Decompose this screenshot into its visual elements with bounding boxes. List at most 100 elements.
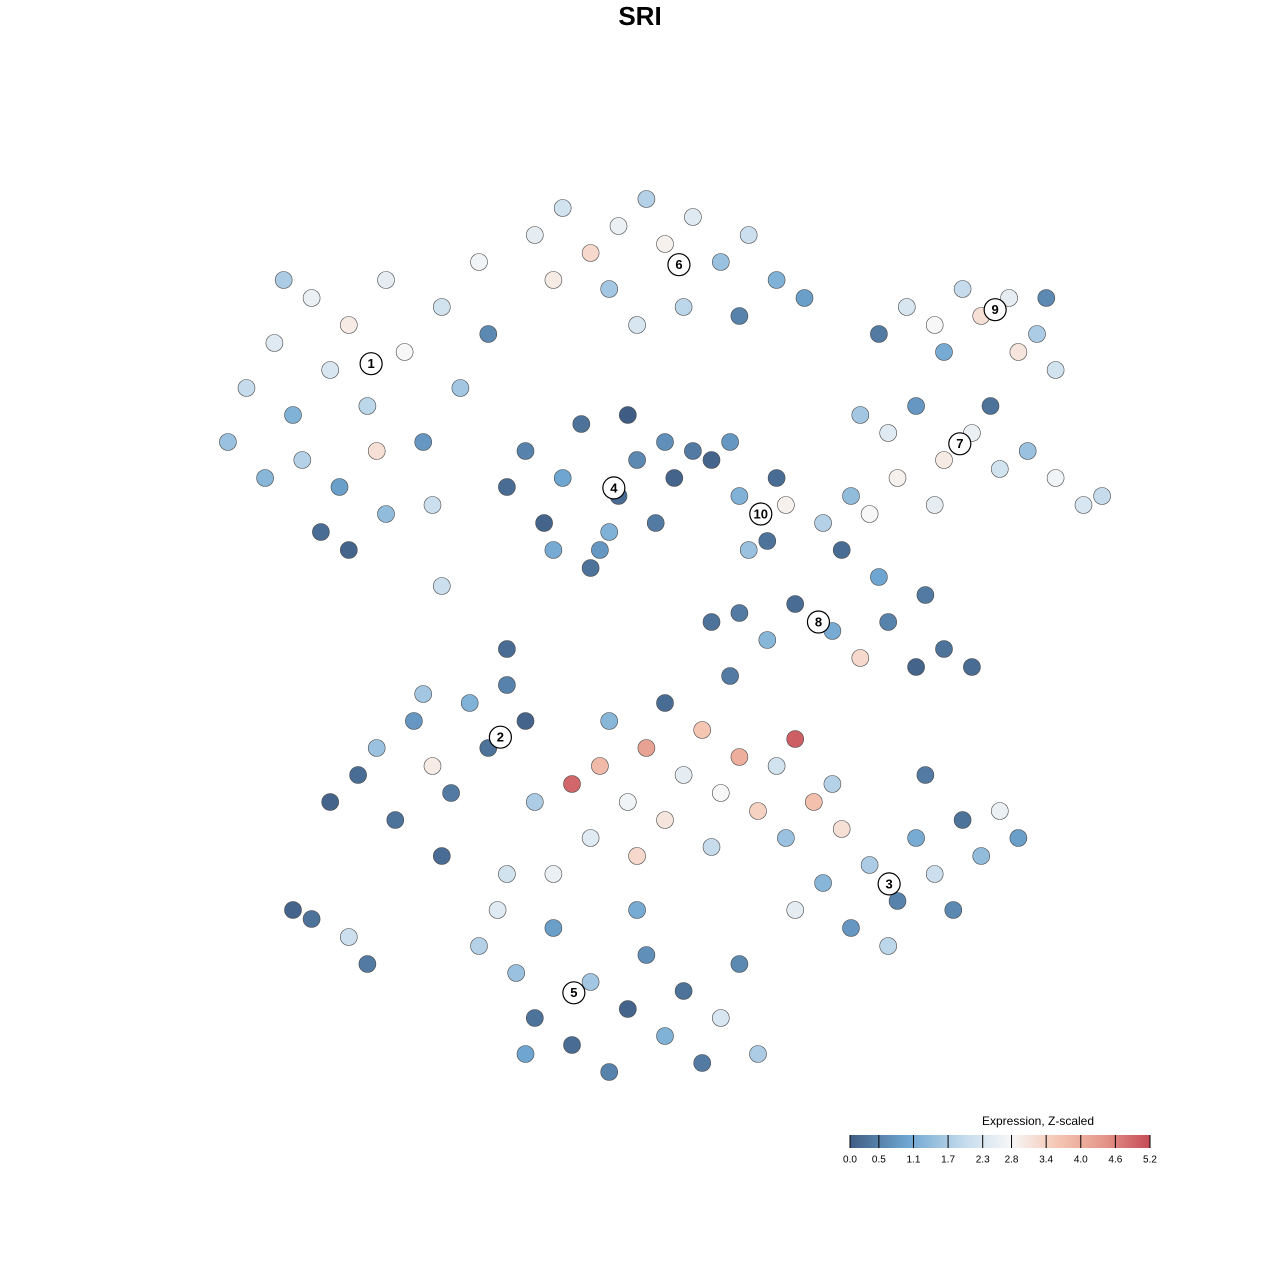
point — [795, 289, 814, 307]
colorbar-tick-label: 2.8 — [1005, 1155, 1019, 1166]
point — [730, 748, 749, 766]
point — [916, 766, 935, 784]
point — [916, 586, 935, 604]
point — [312, 523, 330, 541]
point — [674, 766, 693, 784]
point — [423, 496, 442, 514]
point — [525, 226, 544, 244]
point — [953, 280, 972, 298]
point — [553, 199, 572, 217]
cluster-badge — [602, 476, 626, 500]
point — [870, 568, 888, 586]
point — [944, 901, 963, 919]
point — [953, 811, 972, 829]
point — [721, 433, 739, 451]
point — [860, 505, 879, 523]
point — [1018, 442, 1037, 460]
point — [851, 406, 870, 424]
point — [879, 613, 898, 631]
point — [293, 451, 312, 469]
cluster-label: 7 — [956, 436, 963, 451]
point — [563, 775, 581, 793]
point — [758, 532, 777, 550]
point — [693, 1054, 712, 1072]
point — [739, 226, 758, 244]
colorbar-title: Expression, Z-scaled — [982, 1114, 1094, 1128]
point — [553, 469, 572, 487]
cluster-badge — [667, 253, 691, 277]
point — [758, 631, 777, 649]
point — [544, 541, 563, 559]
point — [628, 847, 646, 865]
point — [377, 271, 395, 289]
point — [665, 469, 684, 487]
point — [358, 955, 377, 973]
point — [674, 298, 693, 316]
point — [600, 712, 619, 730]
point — [656, 694, 674, 712]
point — [339, 541, 358, 559]
point — [581, 244, 600, 262]
point — [786, 595, 805, 613]
point — [823, 775, 842, 793]
point — [339, 928, 358, 946]
cluster-badge — [749, 502, 773, 526]
point — [544, 865, 563, 883]
point — [879, 424, 898, 442]
point — [339, 316, 358, 334]
point — [925, 865, 944, 883]
point — [1028, 325, 1046, 343]
cluster-badge — [359, 352, 383, 376]
point — [274, 271, 293, 289]
point — [842, 919, 860, 937]
cluster-label: 5 — [570, 985, 577, 1000]
point — [935, 451, 953, 469]
colorbar-tick-label: 4.0 — [1074, 1155, 1088, 1166]
point — [581, 973, 600, 991]
point — [432, 298, 451, 316]
point — [860, 856, 879, 874]
cluster-badge — [948, 432, 972, 456]
point — [516, 1045, 535, 1063]
point — [609, 217, 628, 235]
point — [1046, 469, 1065, 487]
point — [470, 253, 488, 271]
point — [498, 865, 516, 883]
point — [990, 802, 1009, 820]
point — [544, 919, 563, 937]
colorbar-tick-label: 2.3 — [976, 1155, 990, 1166]
point — [786, 730, 805, 748]
point — [572, 415, 591, 433]
point — [460, 694, 479, 712]
colorbar-tick-label: 1.7 — [941, 1155, 955, 1166]
point — [684, 442, 702, 460]
point — [656, 1027, 674, 1045]
point — [507, 964, 526, 982]
point — [935, 640, 953, 658]
point — [656, 811, 674, 829]
point — [1074, 496, 1093, 514]
point — [479, 325, 498, 343]
point — [656, 235, 674, 253]
point — [470, 937, 488, 955]
point — [972, 847, 991, 865]
point — [1046, 361, 1065, 379]
point — [1093, 487, 1111, 505]
cluster-label: 4 — [610, 480, 618, 495]
point — [600, 1063, 619, 1081]
point — [786, 901, 805, 919]
point — [367, 442, 386, 460]
point — [516, 442, 535, 460]
point — [935, 343, 953, 361]
point — [767, 469, 786, 487]
point — [302, 910, 321, 928]
point — [990, 460, 1009, 478]
point — [767, 757, 786, 775]
point — [488, 901, 507, 919]
point — [730, 307, 749, 325]
point — [386, 811, 405, 829]
point — [693, 721, 712, 739]
point — [711, 253, 730, 271]
point — [842, 487, 860, 505]
colorbar — [850, 1135, 1150, 1148]
